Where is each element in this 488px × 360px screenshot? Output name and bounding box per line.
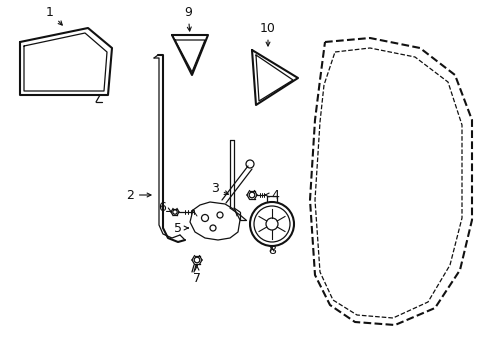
Text: 10: 10: [260, 22, 275, 46]
Text: 7: 7: [193, 266, 201, 284]
Text: 5: 5: [174, 221, 188, 234]
Text: 1: 1: [46, 5, 62, 25]
Text: 9: 9: [183, 5, 192, 31]
Text: 3: 3: [211, 181, 228, 194]
Text: 6: 6: [158, 201, 171, 213]
Text: 4: 4: [264, 189, 278, 202]
Text: 2: 2: [126, 189, 151, 202]
Text: 8: 8: [267, 243, 275, 257]
